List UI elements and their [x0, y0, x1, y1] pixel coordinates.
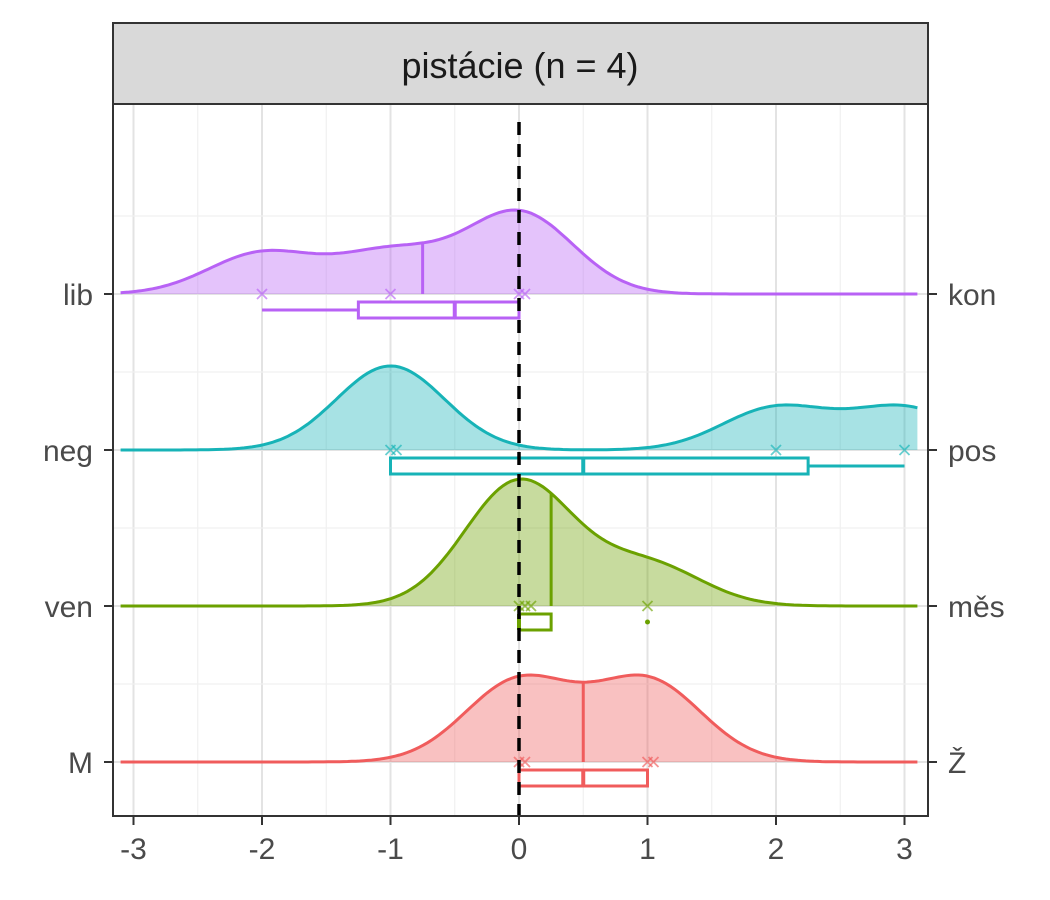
data-point — [641, 600, 654, 612]
y-label-left: M — [68, 747, 93, 780]
box-iqr — [356, 300, 521, 320]
box-iqr — [389, 456, 810, 476]
data-point — [519, 288, 531, 300]
data-point — [256, 288, 268, 300]
x-tick-label: 2 — [768, 833, 785, 866]
data-point — [390, 444, 403, 456]
panel-border — [112, 103, 929, 817]
strip-background — [112, 22, 929, 105]
axes: -3 -2 -1 0 1 2 3 lib kon neg pos ven měs M Ž — [43, 279, 1005, 866]
data-point — [770, 444, 782, 456]
box-outlier — [645, 619, 650, 625]
y-label-left: ven — [45, 591, 93, 624]
x-tick-label: -2 — [249, 833, 276, 866]
y-label-left: neg — [43, 435, 93, 468]
x-tick-label: -1 — [377, 833, 404, 866]
x-tick-label: 3 — [896, 833, 913, 866]
y-label-left: lib — [63, 279, 93, 312]
x-tick-label: 0 — [511, 833, 528, 866]
ridge-neg — [120, 364, 918, 476]
data-point — [647, 756, 660, 768]
density-area — [120, 366, 918, 450]
x-tick-label: -3 — [120, 833, 147, 866]
density-curve — [120, 364, 918, 452]
y-label-right: měs — [948, 591, 1005, 624]
y-label-right: kon — [948, 279, 996, 312]
data-point — [898, 444, 911, 456]
box-iqr — [517, 612, 553, 632]
strip-title: pistácie (n = 4) — [401, 45, 638, 86]
data-point — [384, 288, 397, 300]
y-label-right: pos — [948, 435, 996, 468]
x-tick-label: 1 — [639, 833, 656, 866]
y-label-right: Ž — [948, 747, 966, 780]
density-area — [120, 210, 918, 294]
data-point — [525, 600, 537, 612]
data-point — [519, 756, 531, 768]
